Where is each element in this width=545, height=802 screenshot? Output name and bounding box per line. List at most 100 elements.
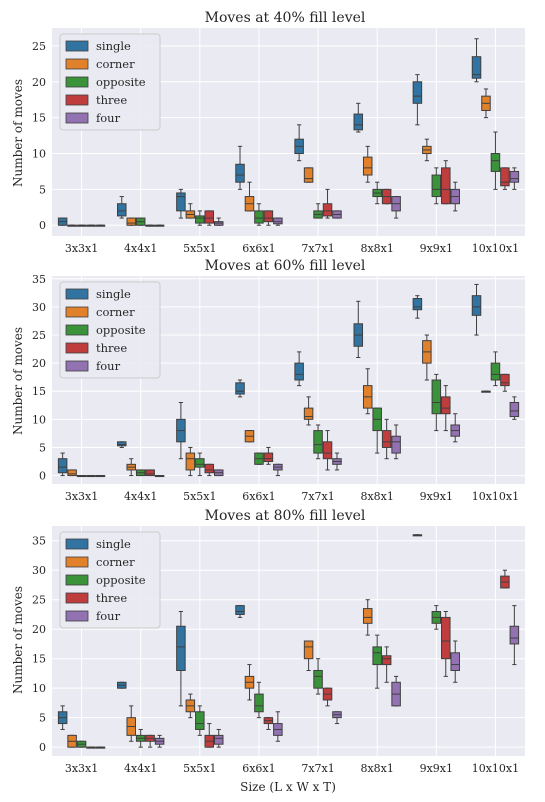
box-four: [332, 711, 342, 725]
x-tick-label: 8x8x1: [360, 490, 393, 503]
legend-label-opposite: opposite: [96, 573, 146, 587]
box-iqr: [254, 210, 264, 224]
box-single: [117, 441, 127, 448]
box-three: [263, 210, 274, 226]
box-four: [450, 181, 460, 212]
y-axis-label: Number of moves: [11, 327, 25, 435]
box-four: [450, 413, 460, 443]
panel-40: Moves at 40% fill level Number of moves …: [11, 10, 525, 255]
box-four: [273, 217, 283, 226]
box-four: [154, 734, 165, 748]
box-iqr: [57, 458, 68, 474]
y-tick-label: 20: [32, 76, 46, 89]
box-three: [86, 224, 96, 227]
box-opposite: [76, 740, 87, 748]
box-four: [154, 475, 165, 478]
box-four: [332, 452, 342, 471]
box-four: [213, 728, 224, 748]
y-tick-label: 30: [32, 564, 46, 577]
box-iqr: [509, 625, 520, 645]
legend-label-three: three: [96, 341, 127, 355]
y-tick-label: 25: [32, 329, 46, 342]
legend-swatch-three: [65, 94, 89, 106]
box-iqr: [235, 163, 245, 183]
x-tick-label: 3x3x1: [65, 242, 98, 255]
legend-swatch-opposite: [65, 574, 89, 586]
box-single: [294, 351, 304, 387]
box-corner: [185, 203, 196, 219]
legend-swatch-single: [65, 40, 89, 52]
box-three: [500, 167, 510, 190]
box-corner: [303, 640, 314, 671]
legend-swatch-corner: [65, 306, 89, 318]
x-tick-label: 3x3x1: [65, 490, 98, 503]
box-corner: [244, 430, 255, 443]
y-tick-label: 25: [32, 40, 46, 53]
legend-swatch-corner: [65, 58, 89, 70]
x-ticks: 3x3x1 4x4x1 5x5x1 6x6x1 7x7x1 8x8x1 9x9x1 10x10…: [65, 762, 519, 775]
box-iqr: [500, 373, 510, 387]
box-single: [412, 74, 423, 126]
x-tick-label: 9x9x1: [420, 762, 453, 775]
box-three: [381, 646, 392, 683]
legend: single corner opposite three four: [59, 531, 161, 629]
box-three: [86, 746, 96, 749]
box-corner: [126, 217, 136, 226]
box-single: [471, 283, 482, 336]
box-four: [509, 605, 520, 666]
box-corner: [422, 138, 432, 162]
y-tick-label: 15: [32, 112, 46, 125]
boxes: [57, 283, 520, 478]
box-single: [176, 188, 186, 219]
y-tick-label: 20: [32, 623, 46, 636]
box-three: [441, 385, 451, 432]
box-single: [235, 145, 245, 190]
box-four: [95, 746, 106, 749]
box-iqr: [412, 81, 423, 104]
box-four: [509, 396, 520, 420]
box-four: [391, 196, 401, 219]
box-iqr: [362, 156, 373, 176]
box-iqr: [362, 608, 373, 624]
legend-label-opposite: opposite: [96, 323, 146, 337]
box-iqr: [176, 625, 186, 671]
panel-80: Moves at 80% fill level Number of moves …: [11, 508, 525, 775]
box-corner: [303, 396, 314, 426]
box-four: [391, 675, 401, 707]
box-corner: [481, 390, 491, 393]
box-corner: [362, 368, 373, 415]
legend-label-corner: corner: [96, 305, 135, 319]
x-tick-label: 6x6x1: [242, 490, 275, 503]
y-tick-label: 5: [39, 183, 46, 196]
box-iqr: [294, 362, 304, 381]
box-iqr: [145, 469, 155, 477]
box-three: [86, 475, 96, 478]
box-four: [332, 210, 342, 219]
box-iqr: [313, 430, 323, 454]
x-tick-label: 5x5x1: [183, 242, 216, 255]
y-tick-label: 0: [39, 741, 46, 754]
box-three: [145, 469, 155, 477]
box-opposite: [431, 167, 442, 205]
box-three: [322, 687, 333, 707]
box-corner: [185, 693, 196, 719]
box-iqr: [235, 382, 245, 395]
box-iqr: [176, 192, 186, 212]
box-iqr: [391, 435, 401, 454]
box-opposite: [195, 210, 205, 226]
box-iqr: [213, 734, 224, 745]
box-four: [95, 224, 106, 227]
legend-swatch-single: [65, 538, 89, 550]
box-iqr: [412, 297, 423, 311]
legend-label-four: four: [96, 111, 121, 125]
x-tick-label: 8x8x1: [360, 242, 393, 255]
box-three: [204, 463, 215, 477]
y-axis-label: Number of moves: [11, 79, 25, 187]
box-iqr: [313, 669, 323, 689]
box-four: [450, 640, 460, 683]
x-tick-label: 6x6x1: [242, 762, 275, 775]
box-iqr: [117, 441, 127, 447]
box-iqr: [381, 430, 392, 448]
panel-60: Moves at 60% fill level Number of moves …: [11, 258, 525, 503]
